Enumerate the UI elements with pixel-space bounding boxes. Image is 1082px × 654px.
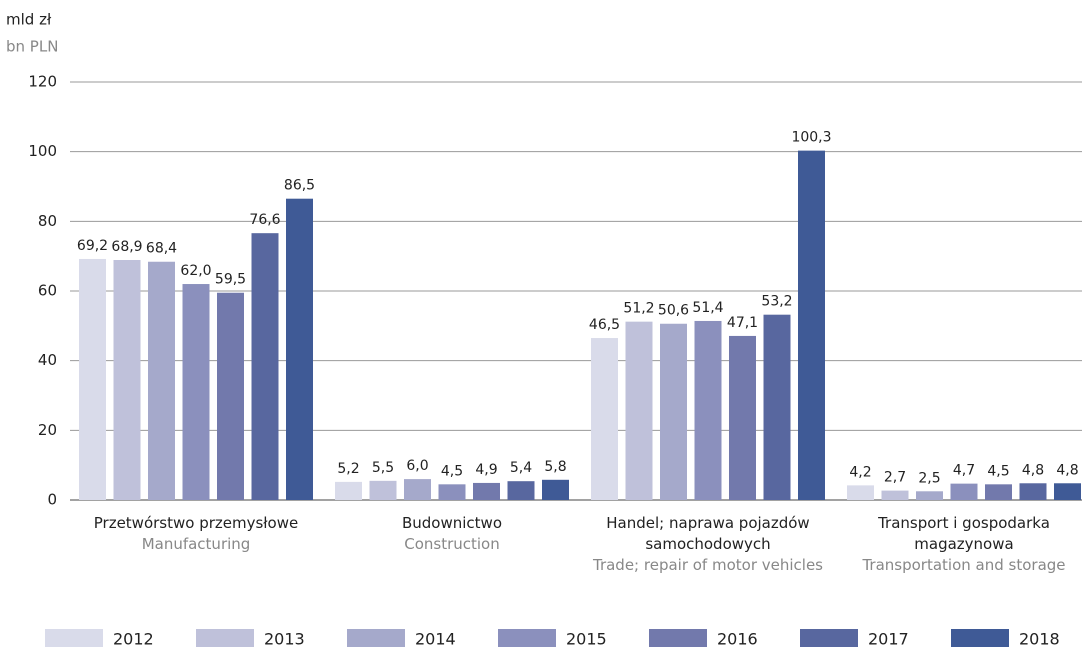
bar [438,484,466,500]
value-label: 5,2 [337,461,359,477]
bar [694,320,722,500]
bar [148,261,175,500]
bar [881,490,909,500]
bar [542,479,569,500]
value-label: 5,8 [544,459,566,475]
value-label: 6,0 [406,458,428,474]
bar [847,485,874,500]
value-label: 4,7 [953,463,975,479]
legend-swatch [649,629,707,647]
category-name: Budownictwo [401,514,502,532]
category-label: Przetwórstwo przemysłowe Manufacturing [71,513,321,555]
value-label: 4,8 [1022,462,1044,478]
bar [182,284,210,500]
bar [473,482,500,500]
legend-swatch [347,629,405,647]
legend-label: 2015 [566,630,607,649]
category-name: Przetwórstwo przemysłowe [93,514,299,532]
value-label: 47,1 [727,315,758,331]
bar [985,484,1012,500]
y-axis-title: mld zł [6,11,52,29]
bar [763,314,791,500]
legend-swatch [196,629,254,647]
category-label: Handel; naprawa pojazdów samochodowych Tr… [583,513,833,576]
legend-label: 2016 [717,630,758,649]
bar [404,479,431,500]
bar [625,321,653,500]
value-label: 2,7 [884,470,906,486]
bar [1019,483,1047,500]
y-axis-subtitle: bn PLN [6,38,58,56]
category-name-en: Manufacturing [141,535,251,553]
value-label: 68,9 [111,239,142,255]
category-name: Handel; naprawa pojazdów samochodowych [606,514,810,553]
legend-label: 2012 [113,630,154,649]
value-label: 46,5 [589,317,620,333]
bar [1054,483,1081,500]
value-label: 4,8 [1056,462,1078,478]
y-tick-label: 60 [38,282,57,300]
value-label: 4,2 [849,464,871,480]
legend-label: 2018 [1019,630,1060,649]
value-label: 68,4 [146,241,177,257]
value-label: 50,6 [658,303,689,319]
bar [507,481,535,500]
y-tick-label: 20 [38,421,57,439]
bar [286,198,313,501]
bar [729,335,756,500]
value-label: 69,2 [77,238,108,254]
y-tick-label: 0 [47,491,57,509]
category-name-en: Trade; repair of motor vehicles [592,556,824,574]
value-label: 86,5 [284,178,315,194]
legend-swatch [498,629,556,647]
category-name-en: Transportation and storage [862,556,1066,574]
bar [916,491,943,500]
value-label: 76,6 [249,212,280,228]
value-label: 5,4 [510,460,532,476]
category-name: Transport i gospodarka magazynowa [878,514,1050,553]
bar [369,480,397,500]
value-label: 4,5 [441,463,463,479]
value-label: 4,5 [987,463,1009,479]
y-tick-label: 80 [38,212,57,230]
y-tick-label: 100 [28,142,57,160]
bar [591,338,618,500]
bar [79,258,106,500]
value-label: 51,2 [623,301,654,317]
value-label: 100,3 [791,130,831,146]
y-tick-label: 40 [38,351,57,369]
legend-swatch [951,629,1009,647]
legend-label: 2017 [868,630,909,649]
value-label: 51,4 [692,300,723,316]
bar [251,233,279,500]
y-tick-label: 120 [28,73,57,91]
value-label: 53,2 [761,294,792,310]
legend-swatch [800,629,858,647]
bar [113,259,141,500]
value-label: 5,5 [372,460,394,476]
bar [217,292,244,500]
legend-swatch [45,629,103,647]
category-label: Transport i gospodarka magazynowa Transpo… [839,513,1082,576]
bar [798,150,825,500]
bar [660,323,687,500]
value-label: 62,0 [180,263,211,279]
category-label: Budownictwo Construction [327,513,577,555]
bar [950,483,978,500]
legend-label: 2014 [415,630,456,649]
value-label: 4,9 [475,462,497,478]
value-label: 59,5 [215,272,246,288]
legend-label: 2013 [264,630,305,649]
value-label: 2,5 [918,470,940,486]
bar [335,481,362,500]
category-name-en: Construction [404,535,500,553]
